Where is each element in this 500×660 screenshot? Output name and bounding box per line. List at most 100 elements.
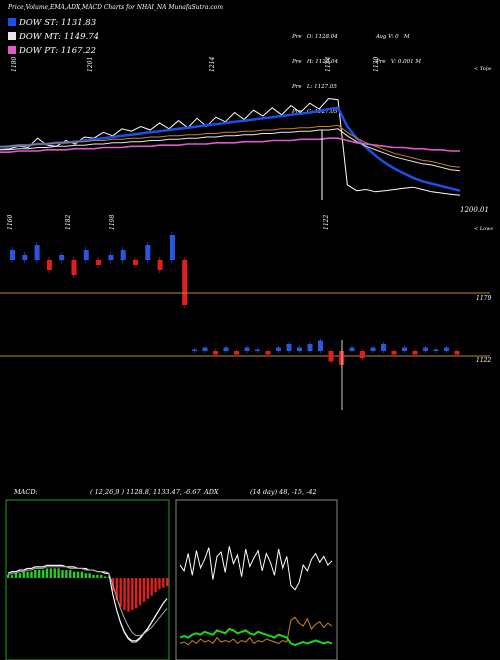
macd-hist-32 bbox=[131, 578, 134, 610]
macd-hist-7 bbox=[34, 570, 37, 578]
vol-lower-bar-6 bbox=[255, 349, 260, 351]
macd-hist-21 bbox=[88, 573, 91, 578]
vol-upper-bar-11 bbox=[145, 245, 151, 260]
vol-upper-bar-3 bbox=[46, 260, 52, 270]
vol-lower-bar-24 bbox=[444, 347, 449, 351]
top-tick-0: 1180 bbox=[11, 57, 18, 72]
macd-hist-3 bbox=[18, 573, 22, 578]
volume-candles-upper bbox=[10, 232, 188, 308]
vol-lower-bar-15 bbox=[349, 347, 355, 351]
vol-lower-bar-0 bbox=[192, 349, 197, 351]
level-label-bottom: 1122 bbox=[476, 357, 491, 364]
price-ema-lines bbox=[0, 97, 461, 200]
vol-upper-bar-12 bbox=[157, 260, 163, 270]
macd-hist-20 bbox=[84, 573, 87, 578]
macd-hist-22 bbox=[92, 574, 95, 578]
bottom-tick-1: 1182 bbox=[65, 215, 72, 230]
macd-hist-13 bbox=[57, 568, 60, 578]
macd-hist-38 bbox=[154, 578, 157, 593]
vol-upper-bar-1 bbox=[22, 255, 28, 260]
macd-hist-40 bbox=[162, 578, 165, 588]
chart-title: Price,Volume,EMA,ADX,MACD Charts for NHA… bbox=[8, 4, 224, 11]
legend-label-st: DOW ST: 1131.83 bbox=[19, 18, 97, 28]
ohlc-col2: Avg V: 0 M Pre V: 0.001 M bbox=[376, 16, 421, 75]
vol-lower-bar-11 bbox=[307, 344, 313, 351]
vol-upper-bar-10 bbox=[133, 260, 138, 265]
macd-hist-35 bbox=[142, 578, 146, 602]
vol-lower-bar-9 bbox=[286, 344, 292, 351]
adx-series-2 bbox=[179, 627, 333, 646]
macd-hist-2 bbox=[14, 573, 18, 578]
macd-hist-41 bbox=[166, 578, 169, 586]
macd-hist-17 bbox=[72, 571, 76, 578]
macd-hist-39 bbox=[158, 578, 161, 590]
vol-upper-bar-9 bbox=[120, 250, 126, 260]
price-series-2 bbox=[0, 128, 461, 172]
ohlc-avg-volume: Avg V: 0 M bbox=[376, 33, 410, 40]
vol-lower-bar-23 bbox=[433, 349, 439, 351]
vol-lower-bar-13 bbox=[328, 351, 334, 362]
adx-series bbox=[179, 546, 333, 646]
macd-hist-5 bbox=[26, 571, 29, 578]
macd-hist-34 bbox=[138, 578, 142, 606]
macd-hist-30 bbox=[123, 578, 126, 610]
vol-upper-bar-7 bbox=[96, 260, 102, 265]
macd-hist-37 bbox=[150, 578, 153, 596]
vol-upper-bar-13 bbox=[169, 235, 175, 260]
vol-lower-bar-1 bbox=[202, 347, 208, 351]
macd-hist-1 bbox=[10, 574, 14, 578]
vol-lower-bar-4 bbox=[234, 351, 239, 355]
vol-lower-bar-8 bbox=[276, 347, 281, 351]
macd-signal-line bbox=[7, 566, 168, 637]
price-series-band bbox=[0, 124, 461, 168]
bottom-tick-3: 1122 bbox=[323, 215, 330, 230]
macd-hist-9 bbox=[41, 570, 45, 578]
vol-upper-bar-14 bbox=[182, 260, 188, 305]
vol-lower-bar-3 bbox=[223, 347, 229, 351]
macd-hist-12 bbox=[53, 568, 56, 578]
bottom-tick-0: 1160 bbox=[7, 215, 14, 230]
macd-hist-24 bbox=[100, 574, 103, 578]
adx-label: ADX bbox=[203, 488, 219, 496]
legend-item-st: DOW ST: 1131.83 bbox=[8, 18, 99, 28]
top-tick-4: 1130 bbox=[373, 57, 380, 72]
macd-values: ( 12,26,9 ) 1128.8, 1133.47, -6.67 bbox=[90, 488, 202, 496]
legend: DOW ST: 1131.83 DOW MT: 1149.74 DOW PT: … bbox=[8, 18, 99, 56]
macd-panel-frame bbox=[5, 499, 170, 660]
macd-hist-23 bbox=[96, 574, 99, 578]
right-bottom-label: < Lows bbox=[474, 226, 493, 232]
vol-lower-bar-19 bbox=[391, 351, 397, 355]
price-series-0 bbox=[0, 97, 461, 196]
ohlc-prev-volume: Pre V: 0.001 M bbox=[376, 59, 421, 66]
macd-hist-18 bbox=[76, 571, 80, 578]
ohlc-high: Pre H: 1128.04 bbox=[292, 59, 338, 66]
macd-hist-0 bbox=[7, 574, 10, 578]
macd-hist-29 bbox=[119, 578, 122, 607]
last-price-label: 1200.01 bbox=[460, 206, 489, 214]
macd-hist-11 bbox=[49, 568, 53, 578]
vol-lower-bar-16 bbox=[360, 351, 365, 358]
macd-hist-16 bbox=[69, 570, 72, 578]
macd-hist-25 bbox=[103, 576, 107, 578]
vol-lower-bar-21 bbox=[412, 351, 418, 355]
macd-hist-26 bbox=[107, 576, 111, 578]
vol-lower-bar-17 bbox=[370, 347, 376, 351]
vol-upper-bar-4 bbox=[59, 255, 65, 260]
adx-values: (14 day) 48, -15, -42 bbox=[250, 488, 317, 496]
price-series-3 bbox=[0, 137, 460, 153]
top-tick-3: 1124 bbox=[325, 57, 332, 72]
macd-hist-15 bbox=[65, 570, 68, 578]
vol-lower-bar-18 bbox=[381, 344, 386, 351]
macd-hist-33 bbox=[134, 578, 138, 609]
macd-hist-14 bbox=[61, 570, 64, 578]
legend-swatch-mt bbox=[8, 32, 16, 40]
vol-upper-bar-6 bbox=[83, 250, 89, 260]
legend-label-pt: DOW PT: 1167.22 bbox=[19, 46, 97, 56]
vol-lower-bar-25 bbox=[454, 351, 460, 355]
legend-item-mt: DOW MT: 1149.74 bbox=[8, 32, 99, 42]
ohlc-open: Pre O: 1128.04 bbox=[292, 33, 338, 40]
vol-lower-bar-2 bbox=[213, 351, 218, 355]
vol-lower-bar-7 bbox=[265, 351, 271, 355]
vol-upper-bar-5 bbox=[71, 260, 77, 275]
top-tick-2: 1214 bbox=[209, 57, 216, 72]
